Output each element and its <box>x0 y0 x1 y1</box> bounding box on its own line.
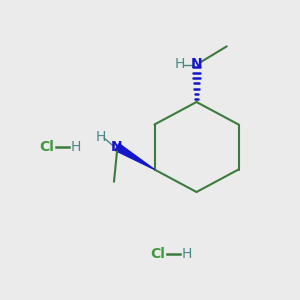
Text: H: H <box>175 58 185 71</box>
Text: N: N <box>111 140 123 154</box>
Text: H: H <box>182 247 192 260</box>
Text: N: N <box>191 58 202 71</box>
Text: Cl: Cl <box>150 247 165 260</box>
Text: Cl: Cl <box>39 140 54 154</box>
Polygon shape <box>115 144 154 169</box>
Text: H: H <box>95 130 106 143</box>
Text: H: H <box>71 140 81 154</box>
